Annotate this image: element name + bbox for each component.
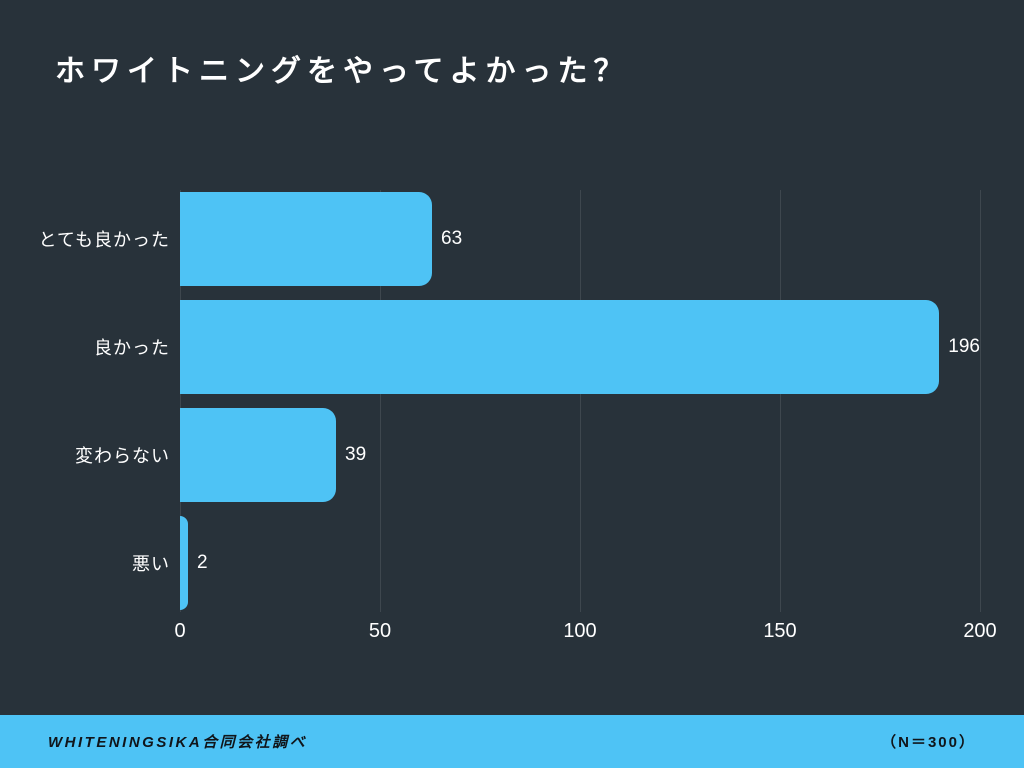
chart-title: ホワイトニングをやってよかった？ xyxy=(55,55,630,88)
plot-area: 0 50 100 150 200 とても良かった 63 良かった 196 変わら… xyxy=(38,190,997,642)
footer-source: WHITENINGSIKA合同会社調べ xyxy=(48,734,308,751)
bar-row: 変わらない 39 xyxy=(75,408,980,502)
footer-sample-size: （N＝300） xyxy=(881,734,976,751)
gridline xyxy=(380,190,381,612)
x-tick-label: 200 xyxy=(963,620,997,642)
x-tick-label: 150 xyxy=(763,620,797,642)
category-label: 変わらない xyxy=(75,446,170,466)
gridline xyxy=(980,190,981,612)
gridline xyxy=(780,190,781,612)
value-label: 39 xyxy=(345,444,367,465)
value-label: 196 xyxy=(948,336,980,357)
value-label: 2 xyxy=(197,552,208,573)
category-label: とても良かった xyxy=(38,230,170,250)
bar xyxy=(180,516,188,610)
gridline xyxy=(180,190,181,612)
x-tick-label: 100 xyxy=(563,620,597,642)
bar-row: 悪い 2 xyxy=(132,516,980,610)
bar-row: 良かった 196 xyxy=(94,300,980,394)
bar xyxy=(180,300,940,394)
footer-bar: WHITENINGSIKA合同会社調べ （N＝300） xyxy=(0,715,1024,768)
bar xyxy=(180,192,432,286)
category-label: 良かった xyxy=(94,338,170,358)
x-tick-label: 50 xyxy=(368,620,392,642)
category-label: 悪い xyxy=(132,554,170,574)
gridline xyxy=(580,190,581,612)
x-tick-label: 0 xyxy=(174,620,186,642)
bar-row: とても良かった 63 xyxy=(38,192,980,286)
value-label: 63 xyxy=(441,228,463,249)
bar xyxy=(180,408,336,502)
